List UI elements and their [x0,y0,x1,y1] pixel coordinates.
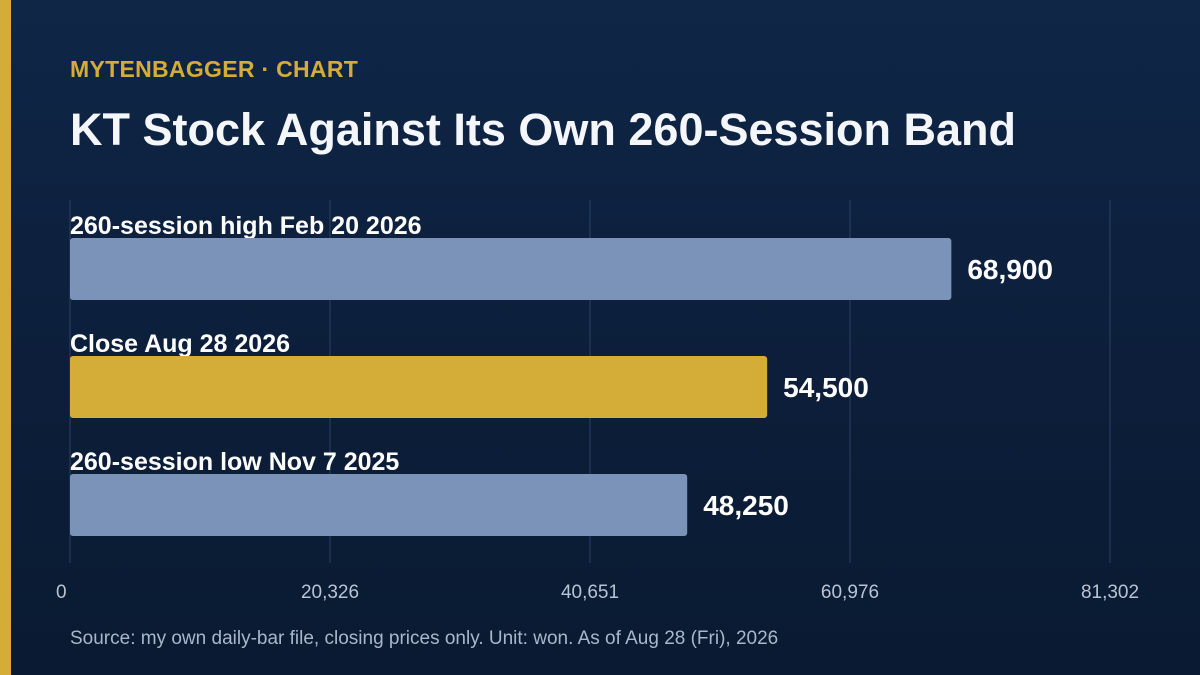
x-tick-label-1: 20,326 [301,582,359,603]
x-tick-label-2: 40,651 [561,582,619,603]
bar-0 [70,238,952,300]
bar-2 [70,474,688,536]
value-label-0: 68,900 [967,254,1053,285]
category-label-1: Close Aug 28 2026 [70,330,290,358]
bar-1 [70,356,768,418]
category-label-0: 260-session high Feb 20 2026 [70,212,422,240]
value-label-1: 54,500 [783,372,869,403]
value-label-2: 48,250 [703,490,789,521]
brand-label: MYTENBAGGER · CHART [70,56,359,82]
x-tick-label-3: 60,976 [821,582,879,603]
chart-title: KT Stock Against Its Own 260-Session Ban… [70,104,1017,155]
accent-stripe [0,0,11,675]
x-tick-label-0: 0 [56,582,67,603]
category-label-2: 260-session low Nov 7 2025 [70,448,399,476]
x-tick-label-4: 81,302 [1081,582,1139,603]
source-note: Source: my own daily-bar file, closing p… [70,628,779,649]
